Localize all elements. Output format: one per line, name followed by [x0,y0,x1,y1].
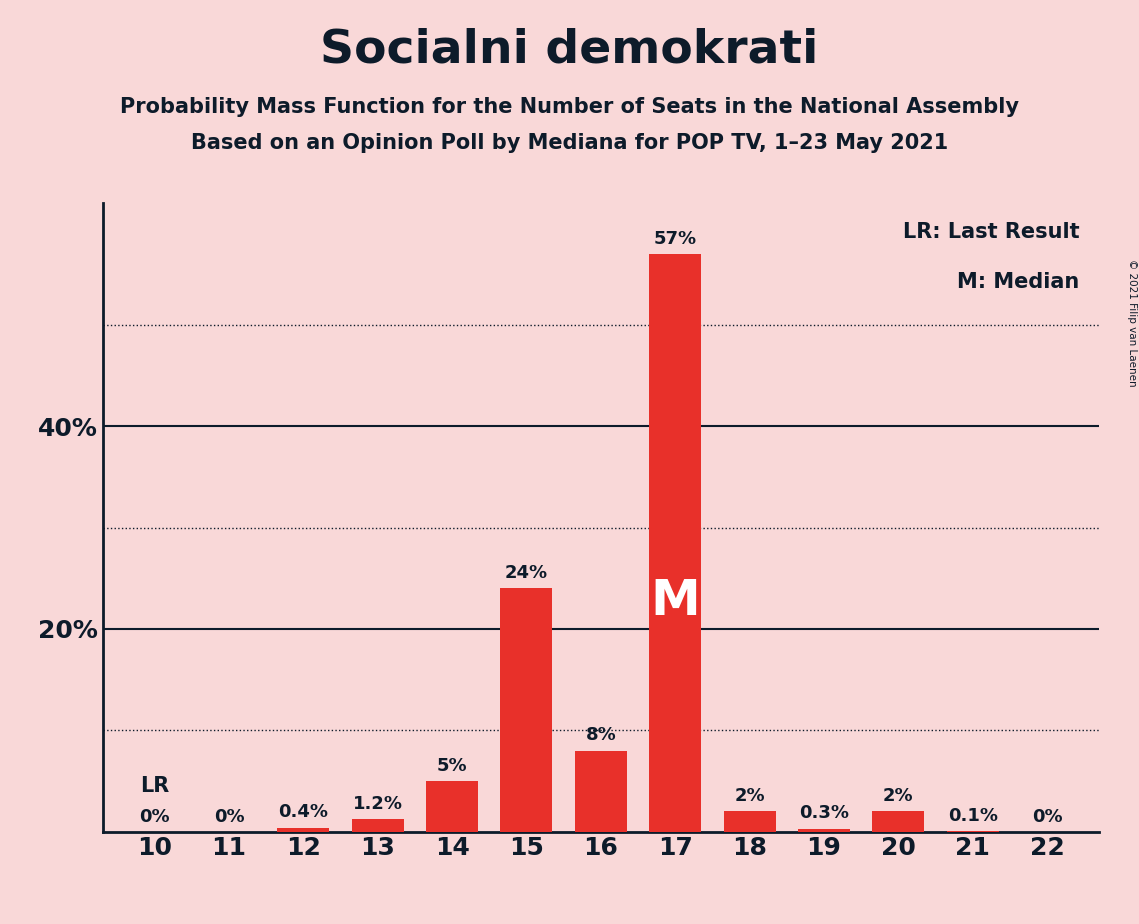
Bar [723,811,776,832]
Text: Socialni demokrati: Socialni demokrati [320,28,819,73]
Bar [872,811,925,832]
Text: 0%: 0% [139,808,170,825]
Bar [426,781,478,832]
Bar [352,820,403,832]
Text: 2%: 2% [883,787,913,805]
Text: 0.3%: 0.3% [798,805,849,822]
Text: 1.2%: 1.2% [353,796,403,813]
Bar [575,750,626,832]
Text: 0.1%: 0.1% [948,807,998,824]
Text: 5%: 5% [436,757,467,775]
Bar [798,829,850,832]
Bar [277,828,329,832]
Bar [947,831,999,832]
Text: Probability Mass Function for the Number of Seats in the National Assembly: Probability Mass Function for the Number… [120,97,1019,117]
Bar [649,254,702,832]
Text: Based on an Opinion Poll by Mediana for POP TV, 1–23 May 2021: Based on an Opinion Poll by Mediana for … [191,133,948,153]
Text: © 2021 Filip van Laenen: © 2021 Filip van Laenen [1126,259,1137,386]
Text: 0%: 0% [214,808,244,825]
Text: M: Median: M: Median [957,273,1079,292]
Text: 0.4%: 0.4% [278,804,328,821]
Text: 57%: 57% [654,230,697,248]
Bar [500,589,552,832]
Text: 0%: 0% [1032,808,1063,825]
Text: 8%: 8% [585,726,616,745]
Text: M: M [650,577,700,625]
Text: LR: LR [140,776,170,796]
Text: LR: Last Result: LR: Last Result [902,222,1079,242]
Text: 24%: 24% [505,565,548,582]
Text: 2%: 2% [735,787,765,805]
